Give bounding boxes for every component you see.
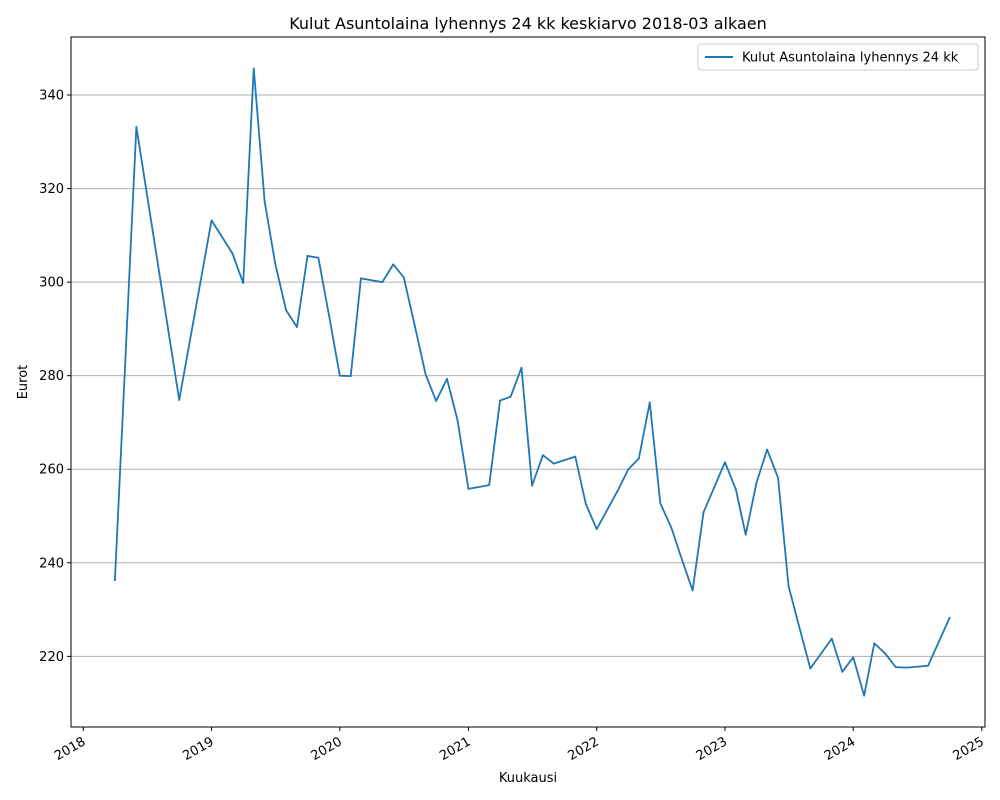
data-point [648, 401, 651, 404]
data-point [242, 282, 245, 284]
series-layer [113, 67, 951, 697]
y-axis: 220 240 260 280 300 320 340 [39, 89, 71, 665]
y-tick-label: 260 [39, 463, 64, 478]
x-axis: 2018 2019 2020 2021 2022 2023 2024 2025 [52, 727, 987, 764]
data-point [681, 559, 683, 561]
data-point [296, 326, 298, 328]
data-point [798, 626, 801, 629]
y-axis-title: Eurot [16, 365, 31, 400]
data-point [884, 652, 887, 655]
x-tick-label: 2025 [951, 734, 987, 764]
data-point [210, 219, 213, 222]
y-tick-label: 320 [39, 182, 64, 197]
x-tick-label: 2020 [309, 734, 345, 764]
data-point [584, 502, 587, 505]
data-point [499, 399, 501, 402]
y-tick-label: 220 [39, 650, 64, 665]
y-tick-label: 240 [39, 556, 64, 571]
data-point [135, 125, 138, 128]
x-tick-label: 2024 [822, 734, 858, 764]
data-point [691, 589, 694, 592]
data-point [456, 419, 459, 422]
data-point [381, 281, 384, 284]
data-point [670, 526, 673, 529]
grid-lines [71, 94, 985, 657]
data-point [435, 400, 438, 402]
data-point [574, 455, 577, 458]
data-point [231, 252, 234, 255]
data-point [317, 256, 320, 259]
data-point [841, 670, 844, 673]
data-point [873, 642, 876, 645]
data-point [734, 488, 737, 491]
data-point [509, 395, 512, 398]
data-point [392, 263, 395, 266]
data-point [702, 511, 705, 514]
data-point [637, 457, 640, 460]
data-point [413, 324, 416, 327]
data-point [766, 448, 769, 451]
data-point [488, 484, 491, 487]
data-point [360, 277, 362, 280]
data-point [809, 667, 812, 670]
data-point [402, 276, 405, 279]
x-tick-label: 2018 [52, 734, 88, 764]
x-tick-label: 2022 [566, 734, 602, 764]
data-point [777, 476, 779, 479]
data-point [744, 533, 747, 536]
data-point [349, 375, 352, 378]
data-point [274, 262, 277, 265]
plot-frame [70, 36, 986, 728]
legend: Kulut Asuntolaina lyhennys 24 kk [697, 43, 979, 71]
legend-label: Kulut Asuntolaina lyhennys 24 kk [742, 51, 959, 66]
data-point [114, 579, 116, 582]
legend-box [697, 43, 979, 71]
y-tick-label: 280 [39, 369, 64, 384]
data-point [595, 528, 598, 531]
data-point [627, 468, 630, 471]
data-point [285, 309, 287, 312]
y-tick-label: 340 [39, 89, 64, 104]
data-point [531, 484, 533, 487]
data-point [787, 585, 790, 588]
x-tick-label: 2019 [180, 734, 216, 764]
data-point [252, 67, 255, 70]
data-point [446, 378, 448, 380]
data-point [905, 666, 908, 669]
data-point [852, 656, 855, 659]
data-point [755, 481, 758, 484]
data-point [948, 617, 951, 619]
data-point [830, 637, 833, 640]
x-tick-label: 2021 [437, 734, 473, 764]
data-point [542, 454, 544, 457]
x-tick-label: 2023 [694, 734, 730, 764]
data-point [863, 694, 866, 697]
data-point [927, 664, 929, 667]
data-point [328, 313, 330, 316]
data-point [467, 487, 470, 490]
y-tick-label: 300 [39, 276, 64, 291]
data-point [724, 461, 726, 464]
data-point [659, 502, 662, 505]
data-point [338, 374, 341, 377]
data-point [306, 255, 309, 257]
data-point [263, 200, 266, 203]
chart-title: Kulut Asuntolaina lyhennys 24 kk keskiar… [289, 14, 767, 33]
data-point [894, 666, 897, 669]
data-point [552, 462, 555, 465]
series-line [113, 67, 951, 697]
data-point [178, 399, 181, 401]
data-point [424, 373, 427, 376]
x-axis-title: Kuukausi [499, 771, 557, 786]
data-point [520, 366, 523, 369]
data-point [616, 490, 619, 493]
